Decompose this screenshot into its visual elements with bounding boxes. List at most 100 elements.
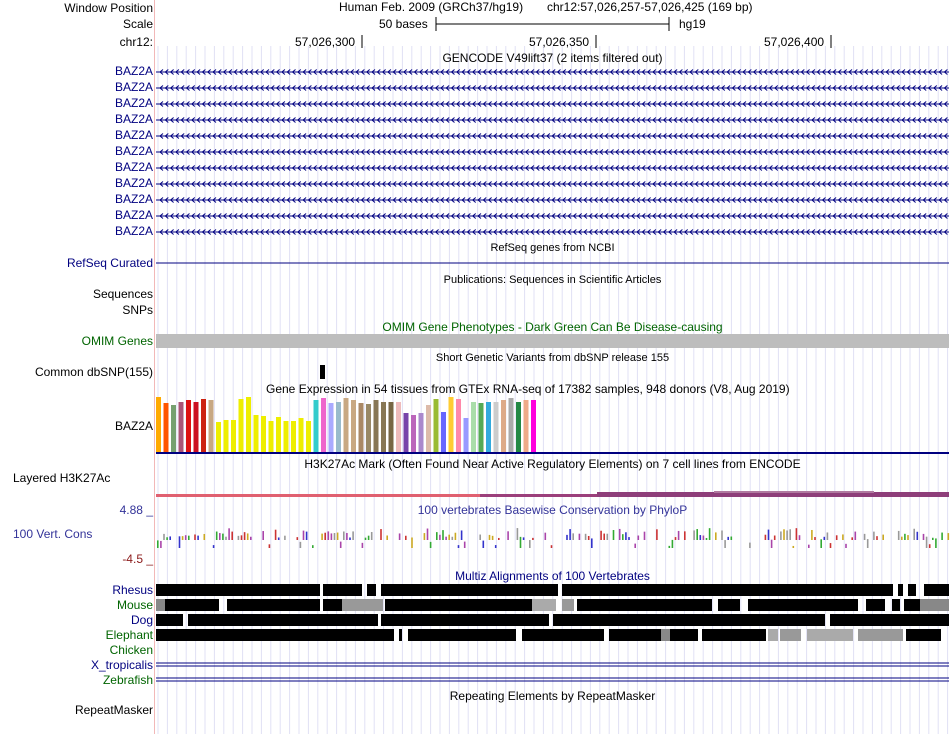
phylop-mark [163, 533, 165, 540]
phylop-mark [913, 528, 915, 540]
alignment-block [227, 599, 320, 611]
phylop-mark [169, 536, 171, 540]
gtex-bar [433, 399, 439, 452]
phylop-mark [693, 530, 695, 540]
multiz-species-label[interactable]: Mouse [116, 598, 153, 612]
alignment-block [830, 614, 949, 626]
gencode-item-label[interactable]: BAZ2A [114, 144, 153, 158]
omim-track-label[interactable]: OMIM Genes [81, 334, 153, 348]
multiz-species-label[interactable]: X_tropicalis [90, 658, 153, 672]
gencode-item-label[interactable]: BAZ2A [114, 128, 153, 142]
gene-arrows [159, 197, 948, 203]
gtex-bar [351, 400, 356, 452]
phylop-mark [578, 533, 581, 540]
gtex-bar [486, 402, 491, 452]
gtex-bar [343, 398, 349, 452]
gtex-track-label[interactable]: BAZ2A [114, 419, 153, 433]
gtex-bar [193, 402, 199, 452]
phylop-mark [516, 528, 519, 540]
gtex-bar [426, 405, 431, 452]
repeatmasker-track-label[interactable]: RepeatMasker [74, 703, 153, 717]
phylop-mark [947, 533, 950, 540]
db-text: hg19 [679, 17, 706, 31]
gencode-item-label[interactable]: BAZ2A [114, 224, 153, 238]
phylop-mark [364, 537, 367, 540]
phylop-mark [932, 537, 934, 540]
gencode-item-label[interactable]: BAZ2A [114, 176, 153, 190]
gene-arrows [159, 149, 948, 155]
gencode-item-label[interactable]: BAZ2A [114, 160, 153, 174]
phylop-mark [184, 535, 187, 540]
gtex-bar [441, 412, 446, 452]
phylop-mark [339, 541, 342, 548]
alignment-block [532, 599, 556, 611]
phylop-mark [612, 530, 615, 540]
gtex-bar [508, 398, 514, 452]
phylop-mark [194, 534, 196, 540]
phylop-mark [656, 529, 658, 540]
alignment-block [156, 629, 394, 641]
phylop-mark [622, 534, 624, 540]
phylop-mark [188, 535, 190, 540]
gtex-bar [358, 403, 364, 452]
alignment-block [807, 629, 853, 641]
multiz-species-label[interactable]: Elephant [105, 628, 153, 642]
publications-sequences-label[interactable]: Sequences [92, 287, 153, 301]
alignment-block [156, 584, 320, 596]
phylop-mark [448, 534, 450, 540]
alignment-block [408, 629, 516, 641]
phylop-mark [299, 541, 302, 548]
tick-label: 57,026,300 [295, 35, 356, 49]
gencode-item-label[interactable]: BAZ2A [114, 80, 153, 94]
phylop-mark [842, 534, 844, 540]
phylop-mark [460, 530, 463, 540]
phylop-mark [901, 536, 903, 540]
phylop-mark [451, 536, 454, 540]
multiz-species-label[interactable]: Chicken [109, 643, 153, 657]
phylop-mark [566, 534, 568, 540]
phylop-mark [569, 529, 571, 540]
gtex-bar [238, 399, 244, 452]
gtex-bar [418, 413, 424, 452]
phylop-mark [674, 537, 677, 540]
gtex-bar [163, 403, 169, 452]
phylop-mark [330, 533, 333, 540]
alignment-block [323, 584, 362, 596]
multiz-species-label[interactable]: Zebrafish [102, 673, 153, 687]
gtex-bar [516, 402, 521, 452]
phylop-mark [442, 530, 444, 540]
phylop-mark [730, 536, 733, 540]
phylop-mark [780, 531, 782, 540]
dbsnp-track-label[interactable]: Common dbSNP(155) [34, 365, 153, 379]
phylop-max-label: 4.88 _ [119, 503, 153, 517]
scale-bar-text: 50 bases [379, 17, 428, 31]
phylop-mark [882, 534, 884, 540]
phylop-track-label[interactable]: 100 Vert. Cons [13, 527, 93, 541]
gencode-item-label[interactable]: BAZ2A [114, 192, 153, 206]
multiz-species-label[interactable]: Dog [130, 613, 153, 627]
gencode-item-label[interactable]: BAZ2A [114, 208, 153, 222]
phylop-mark [876, 536, 878, 540]
publications-snps-label[interactable]: SNPs [122, 303, 153, 317]
phylop-mark [808, 544, 810, 548]
alignment-block [156, 599, 165, 611]
phylop-mark [829, 543, 832, 548]
gencode-item-label[interactable]: BAZ2A [114, 112, 153, 126]
gencode-item-label[interactable]: BAZ2A [114, 64, 153, 78]
phylop-mark [343, 531, 345, 540]
refseq-track-label[interactable]: RefSeq Curated [66, 256, 153, 270]
phylop-mark [405, 535, 407, 540]
phylop-mark [157, 540, 159, 548]
gencode-item-label[interactable]: BAZ2A [114, 96, 153, 110]
omim-track-title: OMIM Gene Phenotypes - Dark Green Can Be… [382, 320, 723, 334]
phylop-mark [721, 530, 723, 540]
phylop-mark [928, 544, 931, 548]
multiz-species-label[interactable]: Rhesus [112, 583, 153, 597]
phylop-mark [426, 528, 429, 540]
h3k27ac-track-label[interactable]: Layered H3K27Ac [13, 471, 111, 485]
omim-bar [156, 334, 949, 348]
gtex-bar [531, 400, 536, 452]
phylop-mark [798, 535, 801, 540]
